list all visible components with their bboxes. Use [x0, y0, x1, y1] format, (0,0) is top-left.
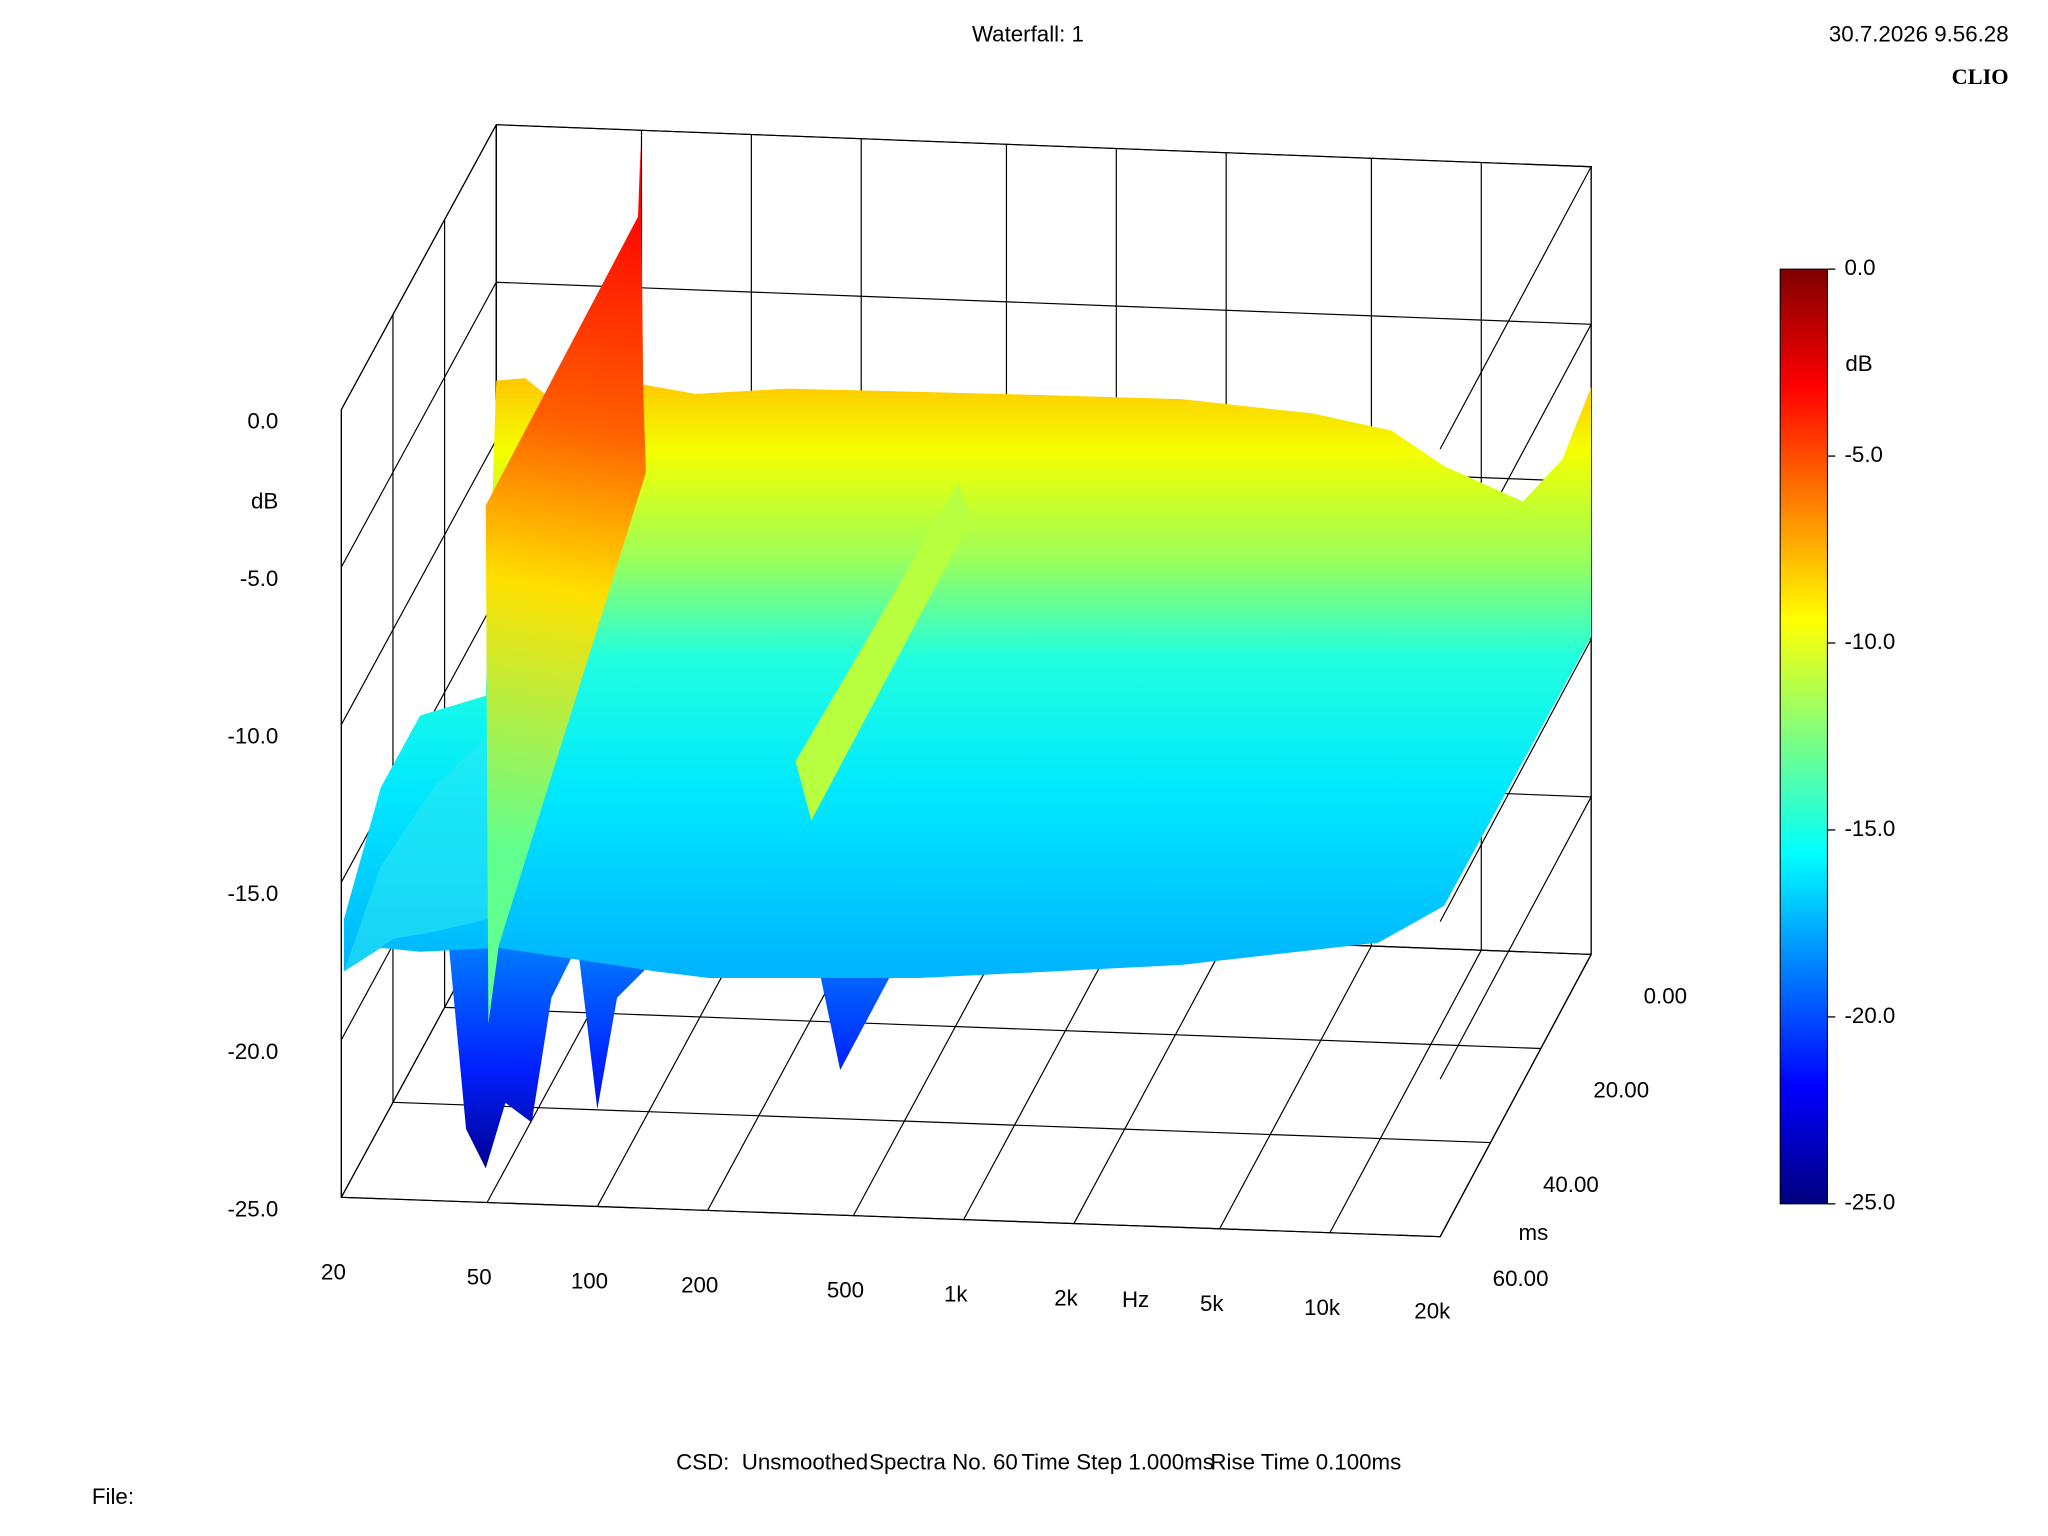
grid-line [340, 409, 1441, 1238]
setting: Time Step 1.000ms [1021, 1450, 1214, 1475]
x-axis-label: Hz [1122, 1287, 1149, 1312]
grid-line [340, 281, 1593, 607]
x-tick-label: 2k [1054, 1286, 1078, 1311]
colorbar-tick-label: 0.0 [1845, 255, 1876, 280]
z-tick-label: 60.00 [1493, 1266, 1549, 1291]
z-axis-label: ms [1519, 1220, 1549, 1245]
grid-line [444, 219, 1541, 1050]
x-tick-label: 1k [944, 1282, 968, 1307]
x-tick-label: 500 [827, 1278, 864, 1303]
setting: CSD: [676, 1450, 729, 1475]
colorbar [1779, 268, 1828, 1205]
y-tick-label: -10.0 [227, 724, 278, 749]
y-tick-label: -20.0 [227, 1039, 278, 1064]
surface [446, 918, 657, 1169]
grid-line [392, 314, 1491, 1144]
z-tick-label: 0.00 [1644, 984, 1687, 1009]
colorbar-tick-label: -20.0 [1845, 1003, 1896, 1028]
z-tick-label: 20.00 [1593, 1078, 1649, 1103]
surface [343, 378, 1592, 979]
x-tick-label: 20k [1414, 1299, 1451, 1324]
file-label: File: [92, 1484, 134, 1509]
waterfall-surface [343, 144, 1592, 1169]
x-tick-label: 10k [1304, 1295, 1341, 1320]
brand: CLIO [1952, 64, 2009, 89]
colorbar-tick-label: -10.0 [1845, 629, 1896, 654]
y-tick-label: 0.0 [247, 409, 278, 434]
timestamp: 30.7.2026 9.56.28 [1829, 21, 2009, 46]
y-tick-label: -25.0 [227, 1196, 278, 1221]
chart-title: Waterfall: 1 [972, 21, 1084, 46]
z-tick-label: 40.00 [1543, 1172, 1599, 1197]
setting: Rise Time 0.100ms [1210, 1450, 1401, 1475]
surface [795, 483, 972, 821]
y-axis-label: dB [251, 489, 278, 514]
colorbar-label: dB [1845, 351, 1872, 376]
x-tick-label: 200 [681, 1272, 718, 1297]
x-tick-label: 100 [571, 1269, 608, 1294]
grid-line [340, 124, 1593, 450]
x-tick-label: 5k [1200, 1291, 1224, 1316]
x-tick-label: 50 [467, 1265, 492, 1290]
surface [485, 144, 646, 1024]
colorbar-tick-label: -25.0 [1845, 1190, 1896, 1215]
colorbar-tick-label: -5.0 [1845, 442, 1883, 467]
setting: Unsmoothed [742, 1450, 868, 1475]
surface [343, 735, 489, 972]
y-tick-label: -15.0 [227, 881, 278, 906]
colorbar-tick-label: -15.0 [1845, 816, 1896, 841]
y-tick-label: -5.0 [240, 566, 278, 591]
setting: Spectra No. 60 [869, 1450, 1018, 1475]
x-tick-label: 20 [321, 1259, 346, 1284]
